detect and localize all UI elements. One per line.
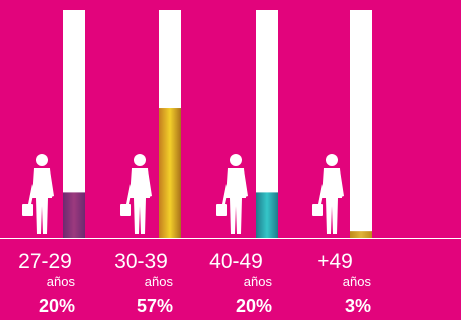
value-label: 57% (136, 296, 173, 316)
value-label: 3% (344, 296, 371, 316)
category-label: +49 (317, 250, 353, 273)
person-icon (22, 154, 54, 234)
category-label: 40-49 (209, 250, 263, 273)
unit-label: años (144, 274, 173, 289)
person-figures (22, 154, 344, 234)
bar (63, 192, 85, 238)
bar (256, 192, 278, 238)
bar (159, 108, 181, 238)
bar-track (256, 10, 278, 238)
person-icon (216, 154, 248, 234)
person-icon (120, 154, 152, 234)
unit-label: años (342, 274, 371, 289)
value-label: 20% (38, 296, 75, 316)
unit-label: años (243, 274, 272, 289)
bar-track (350, 10, 372, 238)
person-icon (312, 154, 344, 234)
value-label: 20% (235, 296, 272, 316)
bar-tracks (63, 10, 372, 238)
category-label: 30-39 (114, 250, 168, 273)
unit-label: años (46, 274, 75, 289)
bars (63, 108, 372, 238)
bar-track (63, 10, 85, 238)
bar (350, 231, 372, 238)
category-label: 27-29 (18, 250, 72, 273)
